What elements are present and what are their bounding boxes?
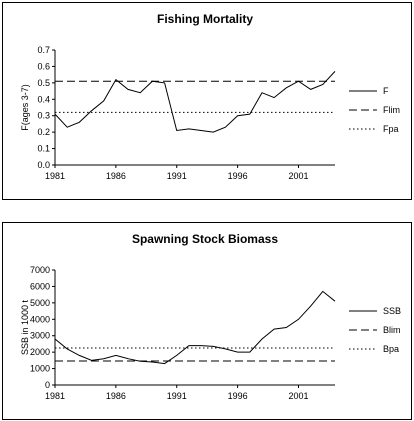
fishing-mortality-panel: Fishing Mortality 0.0 0.1 0.2 0.3 0.4 0.5 0.6 0.… — [2, 2, 412, 200]
legend-label-ssb: SSB — [383, 306, 401, 316]
legend-label-flim: Flim — [383, 105, 400, 115]
y-tick-label: 0.1 — [37, 144, 50, 154]
x-tick-label: 1996 — [228, 391, 248, 401]
y-tick-label: 0.3 — [37, 111, 50, 121]
y-tick-label: 4000 — [30, 314, 50, 324]
x-tick-label: 1986 — [106, 171, 126, 181]
x-tick-label: 2001 — [288, 391, 308, 401]
y-tick-label: 6000 — [30, 281, 50, 291]
chart-title: Fishing Mortality — [157, 12, 253, 26]
y-tick-label: 0.6 — [37, 61, 50, 71]
y-tick-label: 2000 — [30, 347, 50, 357]
legend-label-bpa: Bpa — [383, 344, 399, 354]
legend-label-blim: Blim — [383, 325, 401, 335]
legend-label-fpa: Fpa — [383, 124, 399, 134]
series-line-ssb — [54, 290, 336, 365]
x-tick-label: 1986 — [106, 391, 126, 401]
spawning-stock-biomass-panel: Spawning Stock Biomass 0 1000 2000 3000 4000 5… — [2, 222, 412, 420]
y-tick-label: 1000 — [30, 364, 50, 374]
y-tick-label: 0 — [45, 380, 50, 390]
y-tick-label: 0.2 — [37, 127, 50, 137]
y-axis-label: F(ages 3-7) — [20, 84, 30, 131]
legend-label-f: F — [383, 86, 389, 96]
y-tick-label: 0.5 — [37, 78, 50, 88]
y-tick-label: 7000 — [30, 265, 50, 275]
x-tick-label: 1981 — [45, 391, 65, 401]
chart-title: Spawning Stock Biomass — [132, 232, 278, 246]
x-tick-label: 1991 — [167, 391, 187, 401]
x-tick-label: 1996 — [228, 171, 248, 181]
y-tick-label: 0.4 — [37, 94, 50, 104]
x-tick-label: 2001 — [288, 171, 308, 181]
x-tick-label: 1991 — [167, 171, 187, 181]
fishing-mortality-chart: Fishing Mortality 0.0 0.1 0.2 0.3 0.4 0.5 0.6 0.… — [20, 12, 400, 181]
y-axis-label: SSB in 1000 t — [20, 299, 30, 355]
series-line-f — [54, 71, 336, 133]
y-tick-label: 3000 — [30, 331, 50, 341]
y-tick-label: 5000 — [30, 298, 50, 308]
y-tick-label: 0.0 — [37, 160, 50, 170]
y-tick-label: 0.7 — [37, 45, 50, 55]
spawning-stock-biomass-chart: Spawning Stock Biomass 0 1000 2000 3000 4000 5… — [20, 232, 401, 401]
x-tick-label: 1981 — [45, 171, 65, 181]
